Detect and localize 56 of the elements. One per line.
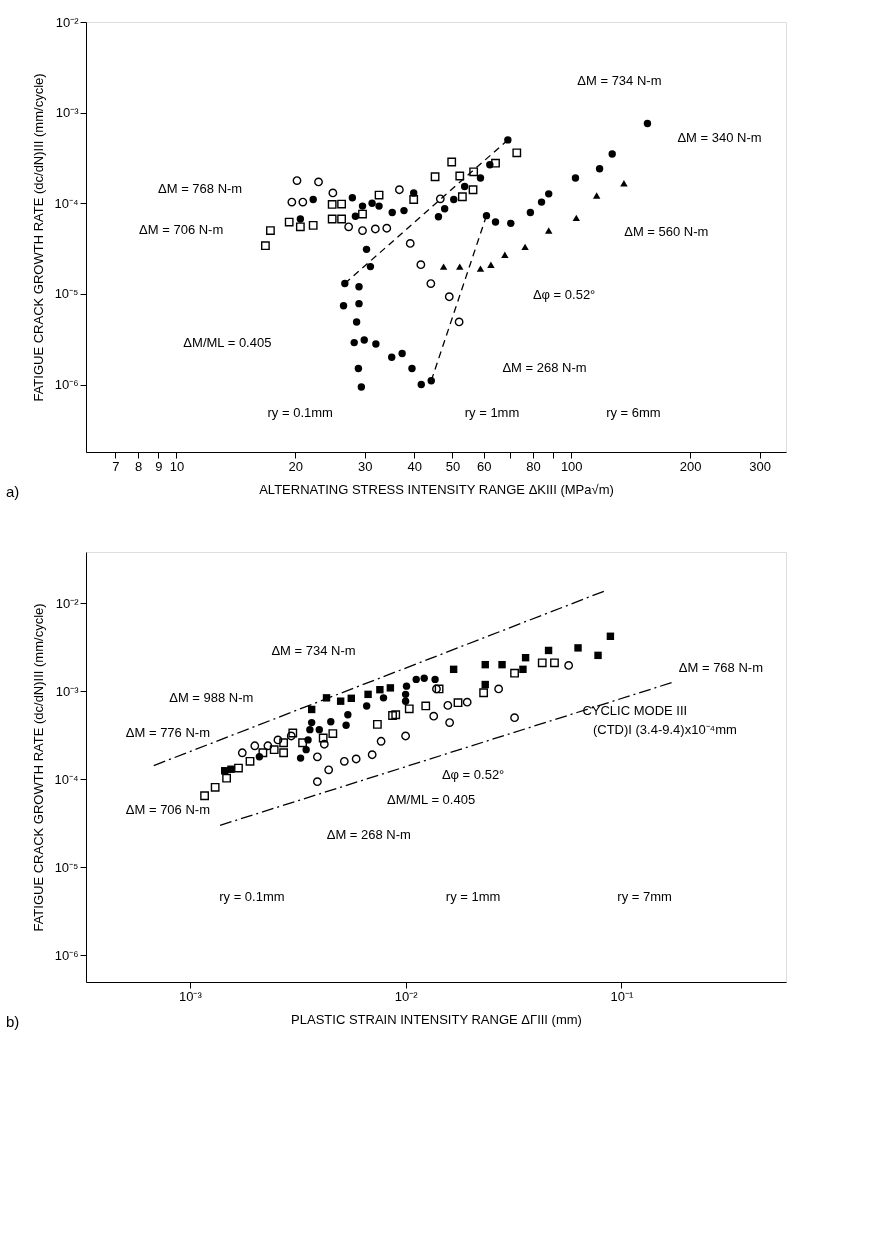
annotation: ry = 7mm [617, 888, 672, 904]
annotation: ΔM = 268 N-m [502, 359, 587, 375]
x-tick-label: 10⁻³ [178, 988, 203, 1004]
y-tick-label: 10⁻⁵ [54, 286, 79, 302]
annotation: ΔM/ML = 0.405 [387, 791, 476, 807]
annotation: ΔM = 734 N-m [577, 73, 662, 89]
y-tick-label: 10⁻³ [55, 105, 80, 121]
annotation: (CTD)I (3.4-9.4)x10⁻⁴mm [592, 721, 737, 737]
annotation: Δφ = 0.52° [441, 766, 505, 782]
x-tick-label: 9 [155, 458, 163, 474]
annotation: ry = 1mm [464, 404, 520, 420]
x-tick-label: 20 [288, 458, 304, 474]
x-axis-title: ALTERNATING STRESS INTENSITY RANGE ΔKIII (MPa√m) [259, 481, 614, 497]
annotation: ΔM = 340 N-m [677, 129, 762, 145]
x-tick-label: 10⁻² [394, 988, 419, 1004]
annotation: ΔM = 706 N-m [125, 801, 210, 817]
x-axis-title: PLASTIC STRAIN INTENSITY RANGE ΔΓIII (mm) [291, 1011, 582, 1027]
annotation: ry = 6mm [606, 404, 661, 420]
annotation: ΔM = 768 N-m [158, 181, 243, 197]
x-tick-label: 8 [135, 458, 143, 474]
text: a) [6, 483, 20, 500]
x-tick-label: 300 [749, 458, 771, 474]
x-tick-label: 100 [560, 458, 583, 474]
x-tick-label: 200 [679, 458, 702, 474]
annotation: ΔM = 768 N-m [678, 659, 763, 675]
annotation: ry = 0.1mm [219, 888, 285, 904]
x-tick-label: 30 [358, 458, 373, 474]
annotation: ΔM = 706 N-m [139, 221, 224, 237]
annotation: ΔM = 988 N-m [169, 690, 254, 706]
x-tick-label: 60 [476, 458, 492, 474]
annotation: ry = 1mm [445, 888, 501, 904]
y-tick-label: 10⁻³ [55, 683, 80, 699]
annotation: ry = 0.1mm [267, 404, 333, 420]
y-tick-label: 10⁻² [55, 595, 80, 611]
annotation: ΔM = 776 N-m [125, 725, 210, 741]
y-tick-label: 10⁻⁶ [54, 947, 79, 963]
annotation: CYCLIC MODE III [582, 703, 688, 719]
y-tick-label: 10⁻⁶ [54, 377, 79, 393]
x-tick-label: 80 [526, 458, 541, 474]
y-tick-label: 10⁻⁴ [54, 771, 79, 787]
y-axis-title: FATIGUE CRACK GROWTH RATE (dc/dN)III (mm/cycle) [31, 73, 47, 402]
y-tick-label: 10⁻² [55, 14, 80, 30]
y-axis-title: FATIGUE CRACK GROWTH RATE (dc/dN)III (mm/cycle) [31, 603, 47, 932]
text: b) [6, 1013, 20, 1030]
x-tick-label: 40 [407, 458, 422, 474]
annotation: ΔM = 268 N-m [326, 826, 411, 842]
y-tick-label: 10⁻⁴ [54, 195, 79, 211]
x-tick-label: 7 [112, 458, 120, 474]
x-tick-label: 50 [445, 458, 461, 474]
annotation: ΔM = 734 N-m [271, 642, 356, 658]
annotation: ΔM/ML = 0.405 [183, 335, 272, 351]
x-tick-label: 10 [169, 458, 185, 474]
x-tick-label: 10⁻¹ [610, 988, 634, 1004]
annotation: ΔM = 560 N-m [624, 223, 709, 239]
y-tick-label: 10⁻⁵ [54, 859, 79, 875]
annotation: Δφ = 0.52° [532, 286, 596, 302]
